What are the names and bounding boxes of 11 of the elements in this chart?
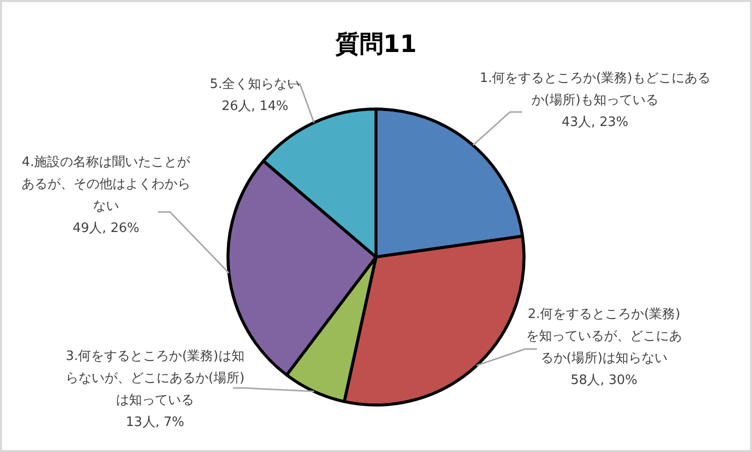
- data-label: 49人, 26%: [72, 221, 140, 236]
- slice-label: 1.何をするところか(業務)もどこにあるか(場所)も知っている: [480, 71, 710, 108]
- chart-title: 質問11: [334, 30, 417, 58]
- slice-label: 3.何をするところか(業務)は知らないが、どこにあるか(場所)は知っている: [65, 349, 245, 408]
- data-label: 43人, 23%: [562, 115, 628, 130]
- data-label: 13人, 7%: [126, 415, 184, 430]
- data-label: 58人, 30%: [570, 373, 638, 388]
- slice-label: 5.全く知らない: [210, 77, 300, 92]
- slice-label: 2.何をするところか(業務)を知っているが、どこにあるか(場所)は知らない: [526, 307, 682, 366]
- data-label: 26人, 14%: [222, 99, 288, 114]
- slice-label: 4.施設の名称は聞いたことがあるが、その他はよくわからない: [22, 155, 192, 214]
